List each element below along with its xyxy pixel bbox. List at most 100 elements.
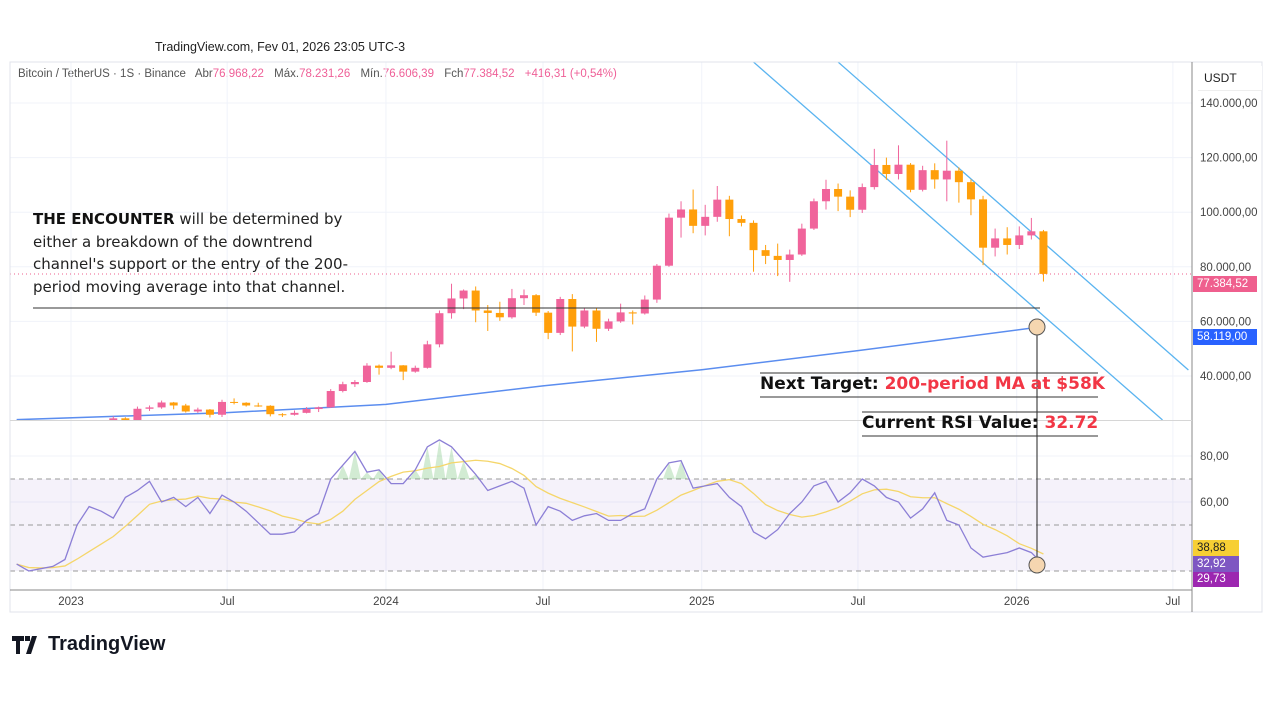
price-tick-label: 60.000,00 — [1200, 316, 1251, 328]
candle — [689, 189, 698, 234]
candle — [169, 401, 178, 410]
low-value: 76.606,39 — [382, 68, 434, 80]
time-axis[interactable]: 2023 Jul 2024 Jul 2025 Jul 2026 Jul — [58, 596, 1180, 608]
candle — [568, 294, 577, 352]
rsi-tick-label: 60,00 — [1200, 497, 1229, 509]
candle-body — [532, 295, 541, 313]
candle — [471, 286, 480, 323]
candle-body — [592, 310, 601, 329]
candle — [302, 407, 311, 414]
tradingview-logo[interactable]: TradingView — [12, 633, 165, 656]
candle — [942, 140, 951, 202]
candle-body — [302, 409, 311, 413]
candle — [218, 399, 226, 417]
candle-body — [664, 217, 673, 266]
candle-body — [1039, 231, 1048, 274]
candle — [640, 295, 649, 315]
candle — [870, 148, 879, 190]
candle-body — [580, 310, 589, 327]
candle-body — [942, 170, 951, 180]
candle-body — [544, 312, 553, 333]
candle-body — [809, 201, 818, 229]
candle-body — [230, 401, 239, 403]
candle-body — [689, 209, 698, 226]
rsi-marker[interactable] — [1028, 556, 1046, 574]
candle — [97, 420, 105, 426]
candle — [350, 380, 359, 387]
candle-body — [652, 265, 661, 300]
candle — [677, 201, 686, 238]
channel-lower-line[interactable] — [753, 62, 1163, 420]
candle — [205, 409, 214, 418]
candle-body — [628, 312, 637, 314]
candle-body — [145, 407, 154, 409]
channel-upper-line[interactable] — [837, 62, 1189, 371]
candle-body — [121, 418, 130, 420]
low-label: Mín. — [360, 68, 383, 80]
candle — [761, 244, 770, 265]
candle-body — [362, 365, 371, 383]
ma-target-marker[interactable] — [1028, 318, 1046, 336]
candle — [701, 204, 710, 236]
candle — [326, 389, 335, 408]
candle-body — [266, 405, 275, 415]
candle — [858, 183, 867, 214]
note-bold: THE ENCOUNTER — [33, 210, 175, 228]
candle — [846, 190, 855, 218]
candle-body — [435, 313, 444, 345]
candle-body — [640, 299, 649, 314]
candle — [1027, 217, 1036, 240]
candle — [979, 195, 988, 266]
rsi-ma-tag: 38,88 — [1193, 540, 1239, 556]
candle-body — [556, 299, 565, 333]
candle — [664, 213, 673, 267]
candle-body — [157, 402, 166, 408]
candle-body — [290, 412, 299, 415]
candle-body — [411, 367, 420, 372]
candle — [580, 307, 589, 329]
candle — [1003, 227, 1012, 255]
candle-body — [375, 365, 384, 368]
chart-timestamp: TradingView.com, Fev 01, 2026 23:05 UTC-… — [155, 40, 406, 54]
close-value: 77.384,52 — [463, 68, 515, 80]
candle-body — [568, 299, 577, 327]
candle — [991, 228, 1000, 257]
target-value: 200-period MA at $58K — [884, 374, 1105, 394]
candle — [544, 311, 553, 340]
time-tick-label: Jul — [851, 596, 866, 608]
candle-body — [737, 219, 746, 223]
candle — [894, 145, 903, 180]
currency-label[interactable]: USDT — [1198, 66, 1262, 91]
candle-body — [447, 298, 456, 314]
candle-body — [725, 199, 734, 220]
rsi-guides — [10, 478, 1192, 572]
symbol-name[interactable]: Bitcoin / TetherUS · 1S · Binance — [18, 68, 186, 80]
candle — [966, 179, 975, 216]
candle-body — [954, 170, 963, 183]
candle — [930, 163, 939, 189]
candle-body — [181, 405, 190, 412]
candle-body — [906, 164, 915, 190]
candle-body — [918, 170, 927, 190]
price-axis[interactable]: 140.000,00 120.000,00 100.000,00 80.000,00 6… — [1200, 98, 1258, 509]
candle — [652, 264, 661, 303]
candle — [592, 308, 601, 342]
candle — [1039, 229, 1048, 282]
brand-name: TradingView — [48, 633, 166, 655]
grid — [10, 62, 1192, 590]
candle — [181, 403, 190, 413]
candle-body — [520, 295, 528, 299]
candle-body — [193, 409, 202, 412]
candle — [918, 165, 927, 192]
note-text: will be determined by either a breakdown… — [33, 210, 348, 296]
candle — [906, 163, 915, 193]
candle-body — [930, 170, 939, 180]
candle-body — [314, 407, 323, 410]
candle — [520, 289, 528, 306]
candle-body — [399, 365, 408, 372]
candle-body — [677, 209, 686, 218]
candle — [882, 157, 891, 180]
candle — [459, 289, 468, 310]
candle — [749, 220, 758, 272]
